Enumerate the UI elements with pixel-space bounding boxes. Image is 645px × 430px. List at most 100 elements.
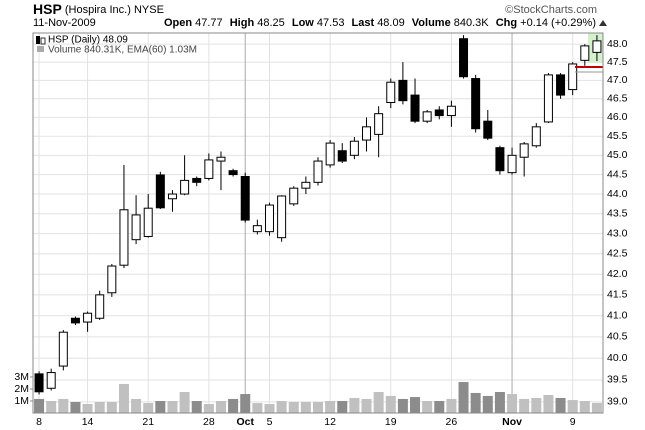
volume-bar <box>264 404 275 413</box>
candle-body <box>119 209 129 266</box>
y-tick-label: 41.0 <box>607 310 628 322</box>
candle-body <box>543 74 553 123</box>
candle-body <box>192 177 202 183</box>
legend-icon <box>36 36 40 44</box>
candle-body <box>95 294 105 319</box>
candle-body <box>568 63 578 91</box>
volume-bar <box>58 398 69 413</box>
y-tick-label: 41.5 <box>607 289 628 301</box>
y-tick-label: 42.0 <box>607 268 628 280</box>
volume-bar <box>300 401 311 413</box>
y-tick-label: 43.5 <box>607 208 628 220</box>
x-tick-label: 12 <box>324 416 336 428</box>
volume-bar <box>131 398 142 413</box>
volume-bar <box>434 401 445 413</box>
candle-body <box>507 154 517 174</box>
y-tick-label: 45.0 <box>607 149 628 161</box>
value: 47.77 <box>195 17 223 29</box>
exchange: NYSE <box>134 4 164 16</box>
volume-bar <box>325 401 336 413</box>
x-tick-label: 14 <box>82 416 94 428</box>
volume-bar <box>567 400 578 413</box>
value: 48.25 <box>257 17 285 29</box>
volume-bar <box>458 382 469 413</box>
volume-bar <box>203 404 214 413</box>
candle-body <box>325 142 335 166</box>
y-tick-label: 40.5 <box>607 331 628 343</box>
label: Open <box>164 17 192 29</box>
y-tick-label: 45.5 <box>607 130 628 142</box>
legend-icon <box>37 46 44 52</box>
x-tick-label: 9 <box>570 416 576 428</box>
candle-body <box>580 45 590 61</box>
volume-bar <box>46 401 57 413</box>
candle-body <box>446 105 456 117</box>
x-tick-label: 8 <box>36 416 42 428</box>
candle-body <box>374 113 384 135</box>
value: 840.3K <box>454 17 490 29</box>
volume-bar <box>179 392 190 413</box>
candle-body <box>277 195 287 239</box>
volume-bar <box>349 398 360 413</box>
volume-bar <box>143 403 154 413</box>
volume-bar <box>240 394 251 413</box>
volume-bar <box>155 401 166 413</box>
y-tick-label: 47.0 <box>607 74 628 86</box>
candle-body <box>289 187 299 205</box>
volume-tick-label: 2M <box>14 383 29 395</box>
volume-tick-label: 3M <box>14 371 29 383</box>
value: 48.09 <box>377 17 405 29</box>
candle-body <box>70 317 80 324</box>
volume-bar <box>82 404 93 413</box>
legend-price: HSP (Daily) 48.09 <box>48 35 128 46</box>
x-tick-label: 26 <box>446 416 458 428</box>
candle-body <box>107 265 117 294</box>
legend-volume: Volume 840.31K, EMA(60) 1.03M <box>48 45 197 56</box>
value: 47.53 <box>317 17 345 29</box>
candle-body <box>398 79 408 102</box>
volume-bar <box>70 401 81 413</box>
volume-bar <box>397 398 408 413</box>
y-tick-label: 44.0 <box>607 188 628 200</box>
plot-frame <box>32 32 604 414</box>
volume-bar <box>591 402 602 413</box>
y-tick-label: 46.5 <box>607 93 628 105</box>
y-tick-label: 43.0 <box>607 227 628 239</box>
candle-body <box>349 140 359 156</box>
volume-bar <box>422 401 433 413</box>
volume-bar <box>470 392 481 413</box>
candle-body <box>301 181 311 189</box>
candle-body <box>228 170 238 176</box>
legend-icon <box>40 37 46 45</box>
candle-body <box>495 147 505 172</box>
volume-bar <box>118 383 129 413</box>
candle-body <box>337 150 347 162</box>
volume-bar <box>531 398 542 413</box>
candles <box>34 35 602 395</box>
x-tick-label: Nov <box>502 416 522 428</box>
volume-bar <box>191 401 202 413</box>
candle-body <box>483 120 493 139</box>
volume-bar <box>579 401 590 413</box>
label: Volume <box>412 17 451 29</box>
candle-body <box>204 159 214 179</box>
candle-body <box>422 111 432 122</box>
volume-bar <box>446 398 457 413</box>
y-tick-label: 48.0 <box>607 38 628 50</box>
candle-body <box>410 94 420 122</box>
copyright: ©StockCharts.com <box>505 4 597 16</box>
candle-body <box>180 179 190 195</box>
candle-body <box>519 143 529 158</box>
volume-bar <box>34 398 45 413</box>
candle-body <box>83 312 93 323</box>
label: High <box>230 17 255 29</box>
candle-body <box>34 373 44 393</box>
volume-bar <box>252 403 263 413</box>
volume-bar <box>410 397 421 413</box>
candle-body <box>264 204 274 233</box>
symbol: HSP <box>33 1 62 17</box>
candle-body <box>556 74 566 96</box>
label: Low <box>292 17 314 29</box>
x-tick-label: 21 <box>142 416 154 428</box>
